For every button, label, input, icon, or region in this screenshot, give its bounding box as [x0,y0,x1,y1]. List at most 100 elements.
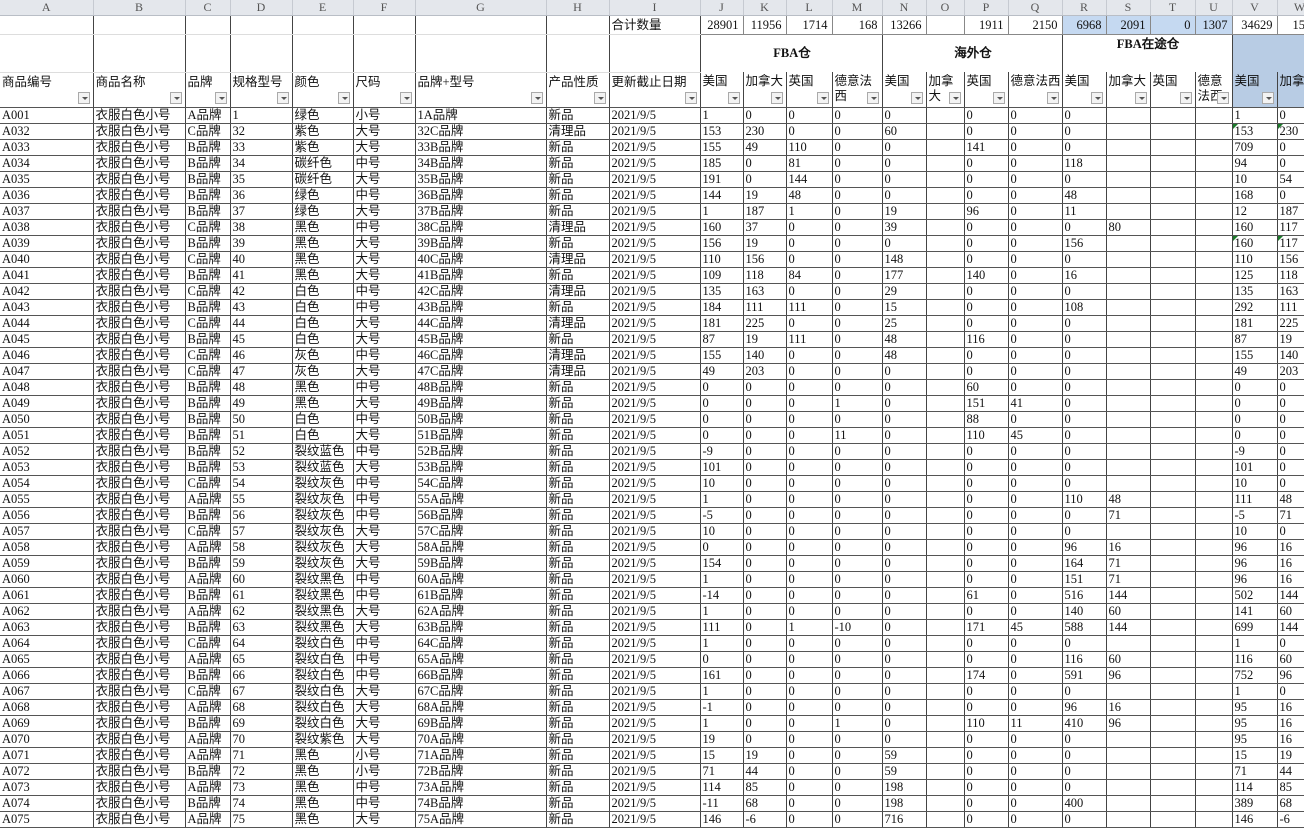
cell-h[interactable]: 新品 [546,635,609,651]
cell-f[interactable]: 小号 [353,107,415,123]
cell-s[interactable] [1106,459,1150,475]
cell-v[interactable]: 101 [1232,459,1277,475]
cell-e[interactable]: 碳纤色 [292,155,353,171]
cell-m[interactable]: 0 [832,811,882,827]
cell-v[interactable]: 10 [1232,171,1277,187]
cell-i[interactable]: 2021/9/5 [609,107,700,123]
cell-t[interactable] [1150,363,1195,379]
cell-t[interactable] [1150,459,1195,475]
cell-d[interactable]: 70 [230,731,292,747]
cell-l[interactable]: 0 [786,651,832,667]
cell-empty[interactable] [0,16,93,35]
cell-b[interactable]: 衣服白色小号 [93,507,185,523]
cell-b[interactable]: 衣服白色小号 [93,203,185,219]
cell-l[interactable]: 0 [786,571,832,587]
cell-q[interactable]: 0 [1008,155,1062,171]
cell-f[interactable]: 中号 [353,283,415,299]
cell-i[interactable]: 2021/9/5 [609,235,700,251]
cell-g[interactable]: 51B品牌 [415,427,546,443]
filter-dropdown-icon[interactable] [685,92,697,104]
cell-c[interactable]: A品牌 [185,779,230,795]
cell-q[interactable]: 0 [1008,251,1062,267]
cell-a[interactable]: A057 [0,523,93,539]
cell-u[interactable] [1195,299,1232,315]
cell-f[interactable]: 大号 [353,427,415,443]
cell-b[interactable]: 衣服白色小号 [93,107,185,123]
cell-w[interactable]: 0 [1277,107,1304,123]
cell-j[interactable]: 153 [700,123,743,139]
cell-e[interactable]: 黑色 [292,219,353,235]
cell-w[interactable]: 85 [1277,779,1304,795]
cell-s[interactable]: 48 [1106,491,1150,507]
cell-l[interactable]: 1 [786,203,832,219]
cell-r[interactable]: 0 [1062,731,1106,747]
cell-a[interactable]: A040 [0,251,93,267]
cell-u[interactable] [1195,203,1232,219]
cell-i[interactable]: 2021/9/5 [609,267,700,283]
cell-f[interactable]: 中号 [353,299,415,315]
cell-d[interactable]: 59 [230,555,292,571]
cell-o[interactable] [926,203,964,219]
cell-a[interactable]: A068 [0,699,93,715]
cell-e[interactable]: 碳纤色 [292,171,353,187]
cell-v[interactable]: 502 [1232,587,1277,603]
cell-j[interactable]: 0 [700,539,743,555]
cell-m[interactable]: 0 [832,331,882,347]
cell-t[interactable] [1150,347,1195,363]
cell-s[interactable]: 71 [1106,507,1150,523]
total-s[interactable]: 2091 [1106,16,1150,35]
cell-d[interactable]: 1 [230,107,292,123]
cell-c[interactable]: C品牌 [185,363,230,379]
cell-empty[interactable] [93,16,185,35]
cell-g[interactable]: 65A品牌 [415,651,546,667]
cell-u[interactable] [1195,667,1232,683]
cell-h[interactable]: 新品 [546,411,609,427]
cell-m[interactable]: 0 [832,779,882,795]
cell-t[interactable] [1150,507,1195,523]
cell-p[interactable]: 0 [964,651,1008,667]
cell-v[interactable]: 71 [1232,763,1277,779]
cell-k[interactable]: 0 [743,587,786,603]
cell-m[interactable]: 0 [832,347,882,363]
cell-f[interactable]: 大号 [353,731,415,747]
cell-c[interactable]: B品牌 [185,555,230,571]
cell-i[interactable]: 2021/9/5 [609,379,700,395]
total-v[interactable]: 34629 [1232,16,1277,35]
cell-b[interactable]: 衣服白色小号 [93,779,185,795]
cell-l[interactable]: 0 [786,411,832,427]
column-header-v[interactable]: V [1232,0,1277,16]
cell-u[interactable] [1195,139,1232,155]
cell-n[interactable]: 0 [882,363,926,379]
cell-p[interactable]: 0 [964,507,1008,523]
cell-n[interactable]: 0 [882,587,926,603]
cell-g[interactable]: 1A品牌 [415,107,546,123]
cell-g[interactable]: 38C品牌 [415,219,546,235]
cell-r[interactable]: 400 [1062,795,1106,811]
cell-m[interactable]: 0 [832,139,882,155]
cell-t[interactable] [1150,235,1195,251]
cell-f[interactable]: 大号 [353,203,415,219]
cell-u[interactable] [1195,379,1232,395]
cell-a[interactable]: A046 [0,347,93,363]
cell-r[interactable]: 0 [1062,811,1106,827]
cell-r[interactable]: 48 [1062,187,1106,203]
cell-c[interactable]: A品牌 [185,491,230,507]
cell-i[interactable]: 2021/9/5 [609,491,700,507]
cell-g[interactable]: 33B品牌 [415,139,546,155]
cell-a[interactable]: A052 [0,443,93,459]
cell-g[interactable]: 68A品牌 [415,699,546,715]
cell-q[interactable]: 0 [1008,587,1062,603]
cell-q[interactable]: 45 [1008,427,1062,443]
cell-e[interactable]: 紫色 [292,123,353,139]
cell-g[interactable]: 53B品牌 [415,459,546,475]
cell-i[interactable]: 2021/9/5 [609,635,700,651]
cell-p[interactable]: 110 [964,715,1008,731]
cell-r[interactable]: 0 [1062,507,1106,523]
cell-n[interactable]: 198 [882,795,926,811]
cell-e[interactable]: 紫色 [292,139,353,155]
cell-q[interactable]: 11 [1008,715,1062,731]
cell-w[interactable]: 60 [1277,603,1304,619]
cell-a[interactable]: A070 [0,731,93,747]
cell-j[interactable]: 154 [700,555,743,571]
cell-s[interactable] [1106,811,1150,827]
